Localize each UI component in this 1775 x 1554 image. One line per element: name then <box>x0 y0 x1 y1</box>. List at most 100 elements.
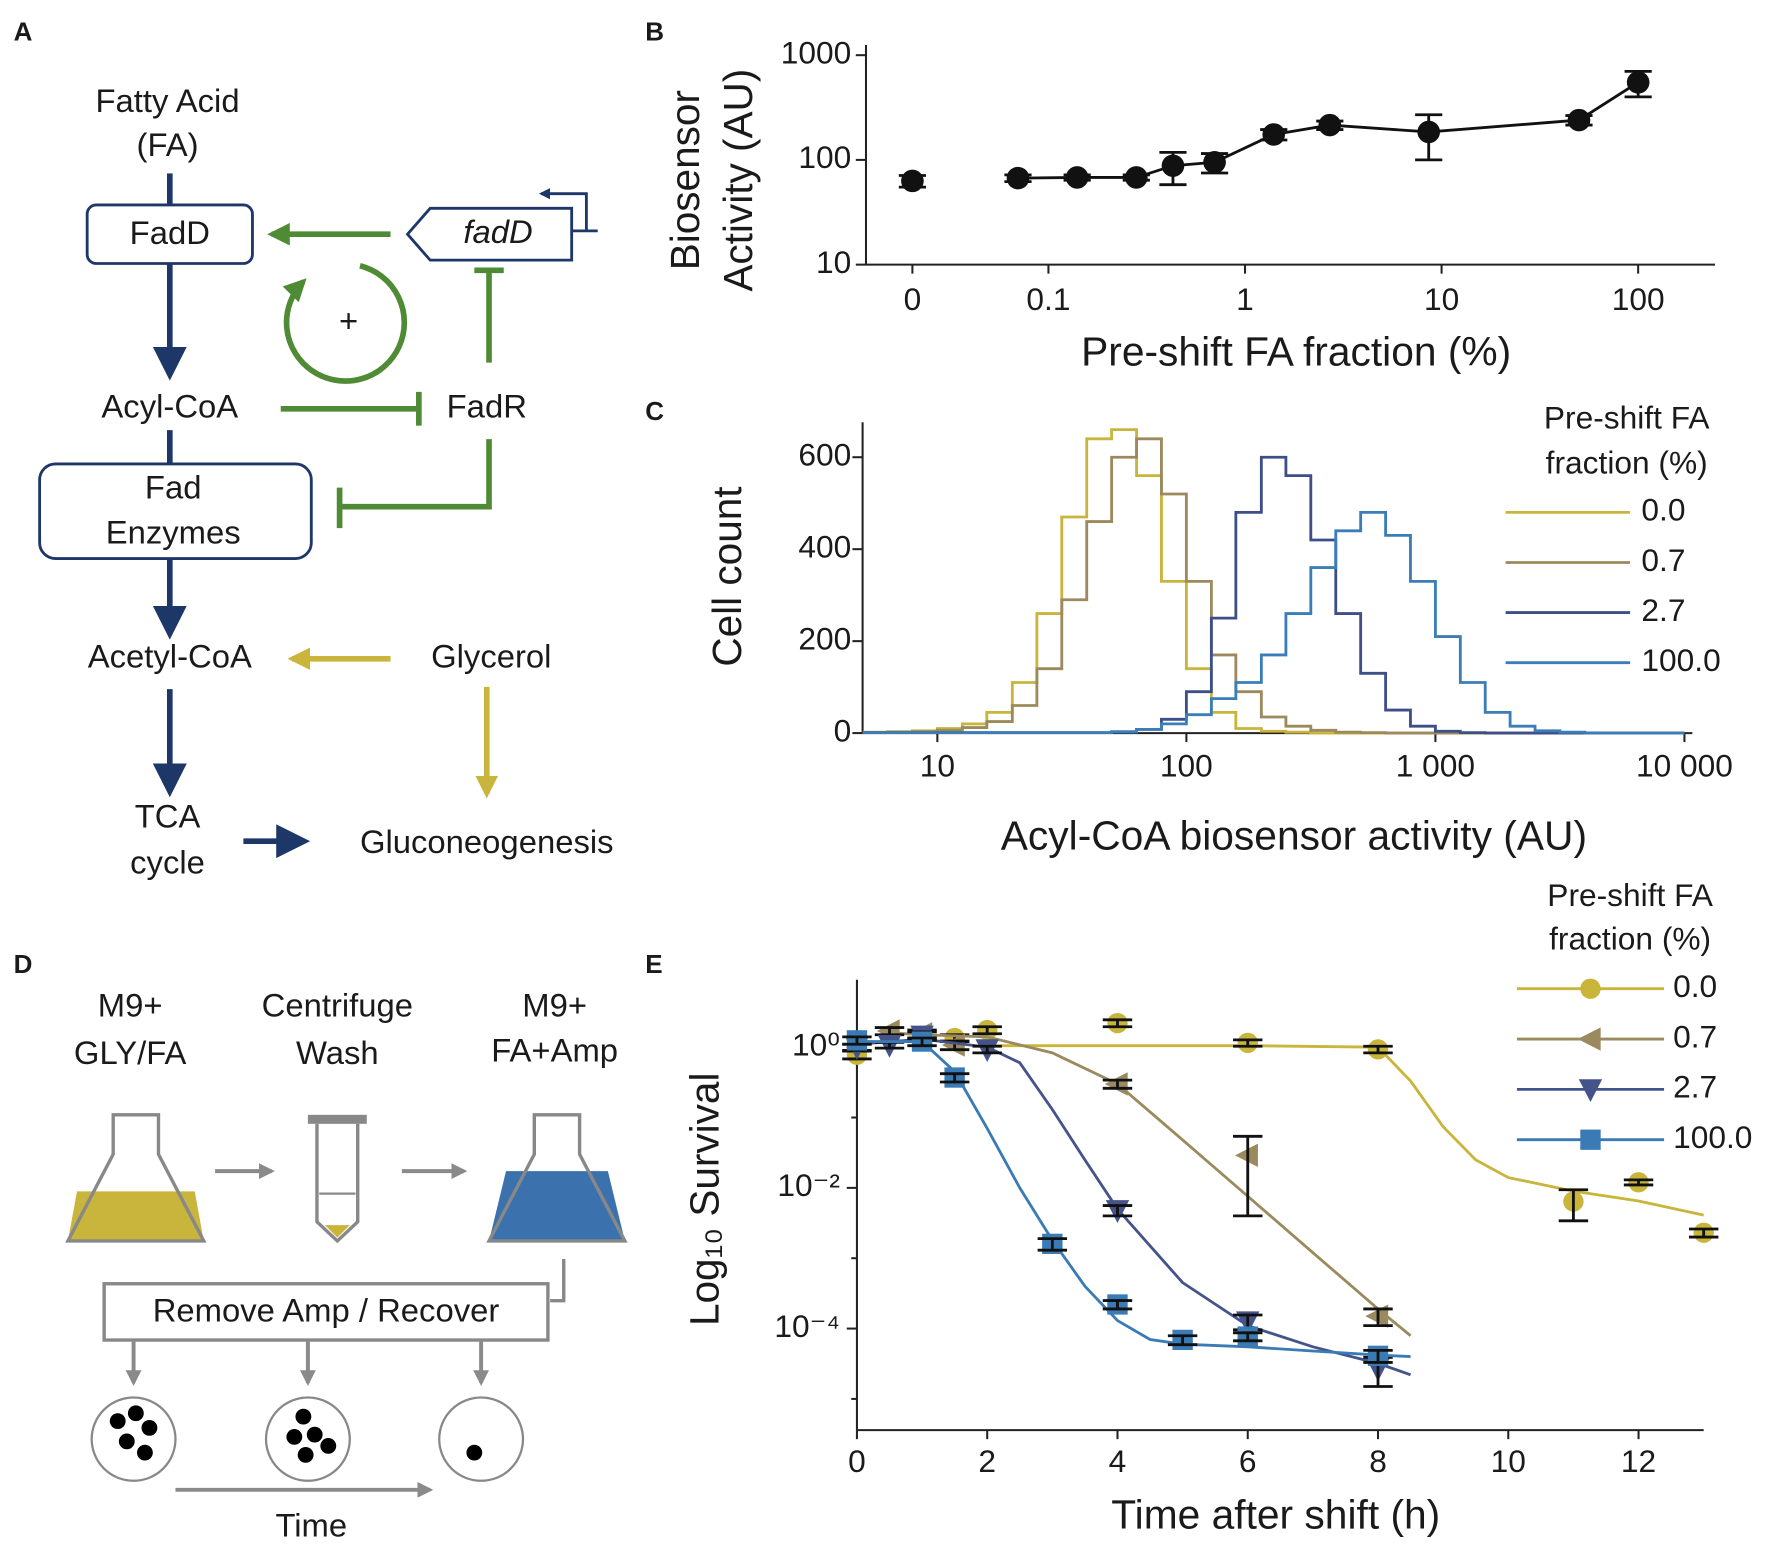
legend-label: 2.7 <box>1641 592 1685 628</box>
error-bar <box>874 1026 905 1037</box>
gene-shape <box>405 206 574 262</box>
step-label: Remove Amp / Recover <box>153 1292 500 1329</box>
step-label: FA+Amp <box>491 1032 618 1069</box>
node-label: Gluconeogenesis <box>360 823 614 860</box>
node-label: Fatty Acid <box>95 82 239 119</box>
flask <box>486 1113 628 1243</box>
node-label: (FA) <box>137 126 199 163</box>
legend-title: Pre-shift FA <box>1547 877 1713 913</box>
marker <box>1578 1079 1603 1103</box>
panel-label: D <box>14 949 33 979</box>
x-tick-label: 1 000 <box>1396 747 1475 783</box>
y-axis-label: Log₁₀ Survival <box>681 1073 727 1326</box>
pathway-diagram: Fatty Acid (FA) FadD fadD + Acyl-CoA Fad… <box>38 82 614 881</box>
legend-label: 0.7 <box>1641 542 1685 578</box>
marker <box>1262 123 1286 146</box>
node-label: FadD <box>130 214 210 251</box>
plate <box>90 1396 525 1482</box>
error-bar <box>1102 1078 1133 1090</box>
y-tick-label: 400 <box>798 529 851 565</box>
node-label: Enzymes <box>106 514 241 551</box>
x-tick-label: 10 000 <box>1636 747 1733 783</box>
error-bar <box>1233 1038 1263 1048</box>
marker <box>1567 108 1591 132</box>
node-label: FadR <box>447 387 527 424</box>
marker <box>1580 978 1601 999</box>
marker <box>1125 166 1148 189</box>
connector <box>550 1258 566 1303</box>
fit-curve <box>856 1040 1411 1358</box>
error-bar <box>874 1040 905 1050</box>
legend-label: 2.7 <box>1673 1069 1717 1105</box>
legend-title: Pre-shift FA <box>1544 399 1710 435</box>
inhibition <box>336 439 492 529</box>
marker <box>1577 1027 1601 1051</box>
x-axis-label: Pre-shift FA fraction (%) <box>1081 329 1511 375</box>
tube-cap <box>307 1114 367 1124</box>
error-bar <box>1363 1044 1393 1055</box>
fit-curve <box>889 1031 1412 1337</box>
x-tick-label: 2 <box>978 1443 996 1479</box>
error-bar <box>1102 1299 1133 1311</box>
error-bar <box>1167 1334 1198 1347</box>
x-tick-label: 0.1 <box>1026 281 1070 317</box>
step-label: Centrifuge <box>262 987 413 1024</box>
error-bar <box>939 1072 970 1084</box>
inhibition <box>474 267 504 363</box>
time-label: Time <box>275 1507 347 1544</box>
panel-label: C <box>645 396 664 426</box>
legend-label: 100.0 <box>1673 1119 1752 1155</box>
x-tick-label: 0 <box>848 1443 866 1479</box>
node-label: TCA <box>135 797 201 834</box>
y-axis-label: Biosensor <box>662 90 708 270</box>
panel-label: E <box>645 949 662 979</box>
x-tick-label: 100 <box>1612 281 1665 317</box>
y-tick-label: 1000 <box>781 35 852 71</box>
error-bar <box>1102 1018 1133 1029</box>
error-bar <box>1623 1178 1654 1187</box>
legend-label: 0.0 <box>1641 492 1685 528</box>
step-label: GLY/FA <box>74 1034 187 1071</box>
legend-label: 100.0 <box>1641 642 1720 678</box>
legend-label: 0.7 <box>1673 1018 1717 1054</box>
y-tick-label: 600 <box>798 437 851 473</box>
flask <box>65 1113 207 1243</box>
step-label: Wash <box>296 1034 379 1071</box>
marker <box>901 169 924 193</box>
marker <box>1161 154 1185 177</box>
marker <box>1065 166 1089 189</box>
error-bar <box>842 1035 872 1046</box>
node-label: Fad <box>145 469 202 506</box>
y-tick-label: 10 <box>816 244 851 280</box>
panel-label: B <box>645 17 664 47</box>
node-label: Glycerol <box>431 637 551 674</box>
marker <box>1318 113 1342 137</box>
enzyme-box <box>38 462 313 560</box>
y-tick-label: 100 <box>798 139 851 175</box>
data-line <box>1017 81 1639 180</box>
x-tick-label: 6 <box>1239 1443 1257 1479</box>
y-tick-label: 200 <box>798 621 851 657</box>
error-bar <box>1233 1134 1263 1218</box>
x-tick-label: 10 <box>1491 1443 1526 1479</box>
pellet <box>324 1225 350 1238</box>
x-axis-label: Acyl-CoA biosensor activity (AU) <box>1001 813 1587 859</box>
error-bar <box>1037 1237 1068 1252</box>
protein-box <box>85 203 254 265</box>
x-tick-label: 8 <box>1369 1443 1387 1479</box>
fit-curve <box>987 1044 1704 1217</box>
panel-label: A <box>14 17 33 47</box>
y-tick-label: 10⁻⁴ <box>774 1308 840 1344</box>
y-tick-label: 10⁰ <box>792 1027 840 1063</box>
error-bar <box>1102 1204 1133 1218</box>
error-bar <box>1558 1188 1589 1223</box>
error-bar <box>1233 1331 1263 1343</box>
protocol-diagram: M9+ GLY/FA Centrifuge Wash M9+ FA+Amp Re… <box>65 987 628 1544</box>
node-label: cycle <box>130 844 205 881</box>
x-tick-label: 12 <box>1621 1443 1656 1479</box>
error-bar <box>1688 1227 1719 1239</box>
flask-liquid <box>489 1171 625 1241</box>
y-axis-label: Activity (AU) <box>715 69 761 292</box>
plus-sign: + <box>339 302 358 339</box>
legend-label: 0.0 <box>1673 968 1717 1004</box>
